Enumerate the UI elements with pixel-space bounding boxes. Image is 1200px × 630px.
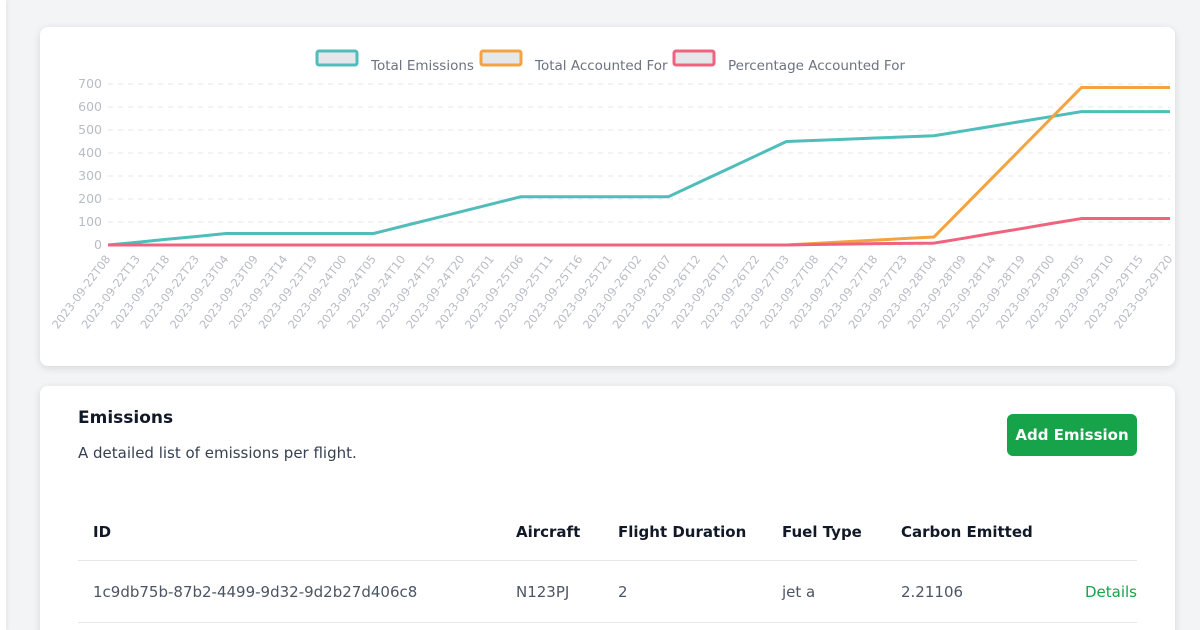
legend-swatch bbox=[315, 49, 359, 67]
column-header: Flight Duration bbox=[618, 523, 747, 541]
y-tick-label: 300 bbox=[78, 168, 102, 183]
series-line bbox=[108, 217, 1170, 247]
column-header: ID bbox=[93, 523, 112, 541]
legend-label: Total Emissions bbox=[370, 58, 474, 74]
y-tick-label: 0 bbox=[94, 237, 102, 252]
legend-label: Percentage Accounted For bbox=[728, 58, 905, 74]
row-separator bbox=[78, 622, 1137, 623]
section-title: Emissions bbox=[78, 408, 174, 428]
legend-label: Total Accounted For bbox=[534, 58, 668, 74]
y-tick-label: 700 bbox=[78, 76, 102, 91]
sidebar bbox=[0, 0, 6, 630]
legend-swatch bbox=[672, 49, 716, 67]
column-header: Aircraft bbox=[516, 523, 581, 541]
column-header: Fuel Type bbox=[782, 523, 862, 541]
y-tick-label: 600 bbox=[78, 99, 102, 114]
add-emission-button[interactable]: Add Emission bbox=[1007, 414, 1137, 456]
series-line bbox=[107, 110, 1170, 247]
section-description: A detailed list of emissions per flight. bbox=[78, 444, 357, 462]
cell: 2.21106 bbox=[901, 583, 964, 601]
y-tick-label: 400 bbox=[78, 145, 102, 160]
series-line bbox=[108, 85, 1170, 247]
column-header: Carbon Emitted bbox=[901, 523, 1033, 541]
cell: N123PJ bbox=[516, 583, 570, 601]
chart: 01002003004005006007002023-09-22T082023-… bbox=[49, 49, 1175, 331]
cell: 2 bbox=[618, 583, 628, 601]
cell: 1c9db75b-87b2-4499-9d32-9d2b27d406c8 bbox=[93, 583, 418, 601]
details-link[interactable]: Details bbox=[1084, 583, 1137, 601]
table-card: Emissions A detailed list of emissions p… bbox=[40, 386, 1175, 630]
chart-card: 0 100 200 300 400 500 600 700 2023-09-22T08 2023-… bbox=[40, 27, 1175, 366]
row-separator bbox=[78, 560, 1137, 561]
y-tick-label: 500 bbox=[78, 122, 102, 137]
y-tick-label: 100 bbox=[78, 214, 102, 229]
y-tick-label: 200 bbox=[78, 191, 102, 206]
legend-swatch bbox=[479, 49, 523, 67]
cell: jet a bbox=[782, 583, 816, 601]
